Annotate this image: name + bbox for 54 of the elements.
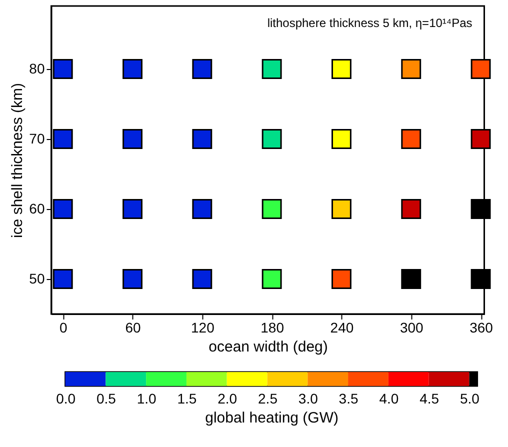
color-bar-label: 0.5	[96, 390, 116, 406]
point	[401, 129, 422, 149]
color-bar-label: 2.5	[258, 390, 278, 406]
point	[192, 199, 212, 219]
color-bar-label: 3.5	[338, 390, 358, 406]
point	[192, 269, 212, 289]
point	[262, 269, 282, 289]
point	[122, 129, 142, 149]
point	[52, 199, 73, 219]
y-axis-title: ice shell thickness (km)	[9, 82, 26, 238]
point	[401, 269, 422, 289]
color-bar-label: 1.0	[136, 390, 157, 406]
color-bar-label: 3.0	[298, 390, 318, 406]
color-bar-label: 1.5	[177, 390, 197, 406]
color-bar-label: 2.0	[218, 390, 238, 406]
x-tick-label: 120	[190, 320, 215, 336]
x-tick-label: 0	[59, 320, 68, 336]
point	[332, 59, 352, 79]
point	[52, 59, 73, 79]
x-axis-title: ocean width (deg)	[208, 338, 328, 356]
color-bar-label: 4.0	[379, 390, 399, 406]
point	[332, 129, 352, 149]
color-bar-title: global heating (GW)	[205, 410, 338, 426]
y-tick-label: 70	[29, 130, 45, 146]
point	[401, 199, 422, 219]
point	[332, 269, 352, 289]
color-bar-label: 4.5	[420, 390, 440, 406]
point	[332, 199, 352, 219]
point	[122, 59, 142, 79]
x-tick-label: 300	[400, 320, 424, 336]
point	[122, 199, 142, 219]
point	[262, 199, 282, 219]
y-tick-label: 50	[29, 270, 45, 286]
point	[52, 129, 73, 149]
x-tick-label: 240	[330, 320, 354, 336]
point	[52, 269, 73, 289]
y-tick-label: 80	[29, 60, 45, 76]
point	[470, 59, 491, 79]
point	[470, 129, 491, 149]
annotation: lithosphere thickness 5 km, η=10¹⁴Pas	[267, 16, 472, 30]
point	[192, 59, 212, 79]
x-tick-label: 60	[125, 320, 142, 336]
color-bar-label: 0.0	[56, 390, 76, 406]
point	[262, 59, 282, 79]
y-tick-label: 60	[29, 200, 45, 216]
point	[401, 59, 422, 79]
x-tick-label: 360	[470, 320, 494, 336]
point	[262, 129, 282, 149]
point	[470, 199, 491, 219]
point	[122, 269, 142, 289]
point	[192, 129, 212, 149]
point	[470, 269, 491, 289]
x-tick-label: 180	[260, 320, 284, 336]
color-bar-label: 5.0	[460, 390, 480, 406]
